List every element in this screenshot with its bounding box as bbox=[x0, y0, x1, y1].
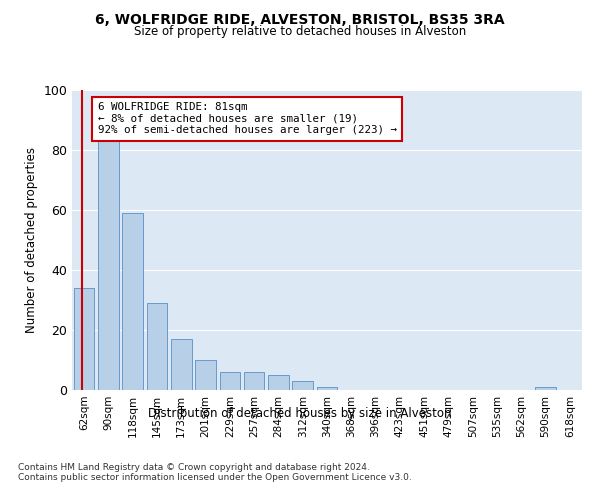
Bar bbox=[122, 213, 143, 390]
Bar bbox=[535, 387, 556, 390]
Bar bbox=[171, 339, 191, 390]
Bar bbox=[317, 387, 337, 390]
Bar bbox=[244, 372, 265, 390]
Y-axis label: Number of detached properties: Number of detached properties bbox=[25, 147, 38, 333]
Text: 6, WOLFRIDGE RIDE, ALVESTON, BRISTOL, BS35 3RA: 6, WOLFRIDGE RIDE, ALVESTON, BRISTOL, BS… bbox=[95, 12, 505, 26]
Bar bbox=[195, 360, 216, 390]
Bar bbox=[146, 303, 167, 390]
Text: Distribution of detached houses by size in Alveston: Distribution of detached houses by size … bbox=[148, 408, 452, 420]
Bar bbox=[268, 375, 289, 390]
Text: Contains HM Land Registry data © Crown copyright and database right 2024.
Contai: Contains HM Land Registry data © Crown c… bbox=[18, 462, 412, 482]
Bar bbox=[292, 381, 313, 390]
Bar bbox=[74, 288, 94, 390]
Text: Size of property relative to detached houses in Alveston: Size of property relative to detached ho… bbox=[134, 25, 466, 38]
Bar bbox=[98, 138, 119, 390]
Bar bbox=[220, 372, 240, 390]
Text: 6 WOLFRIDGE RIDE: 81sqm
← 8% of detached houses are smaller (19)
92% of semi-det: 6 WOLFRIDGE RIDE: 81sqm ← 8% of detached… bbox=[97, 102, 397, 135]
